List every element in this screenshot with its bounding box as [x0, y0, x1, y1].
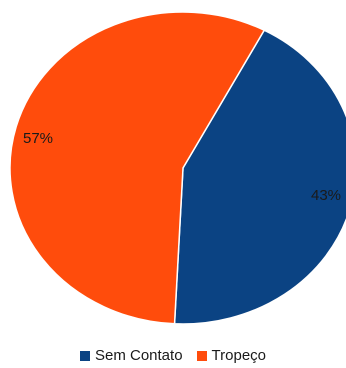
pie-slice-1 — [9, 11, 266, 325]
legend-label-sem-contato: Sem Contato — [94, 347, 183, 364]
pie-slice-0 — [173, 29, 346, 325]
legend-item-tropeco: Tropeço — [196, 347, 267, 364]
pie-slices — [9, 11, 346, 325]
legend-swatch-sem-contato — [79, 350, 90, 361]
chart-legend: Sem Contato Tropeço — [0, 347, 346, 364]
legend-swatch-tropeco — [196, 350, 207, 361]
legend-label-tropeco: Tropeço — [211, 347, 267, 364]
pie-data-label-0: 43% — [311, 187, 341, 204]
pie-data-labels: 43% 57% — [23, 130, 341, 204]
pie-data-label-1: 57% — [23, 130, 53, 147]
legend-item-sem-contato: Sem Contato — [79, 347, 183, 364]
